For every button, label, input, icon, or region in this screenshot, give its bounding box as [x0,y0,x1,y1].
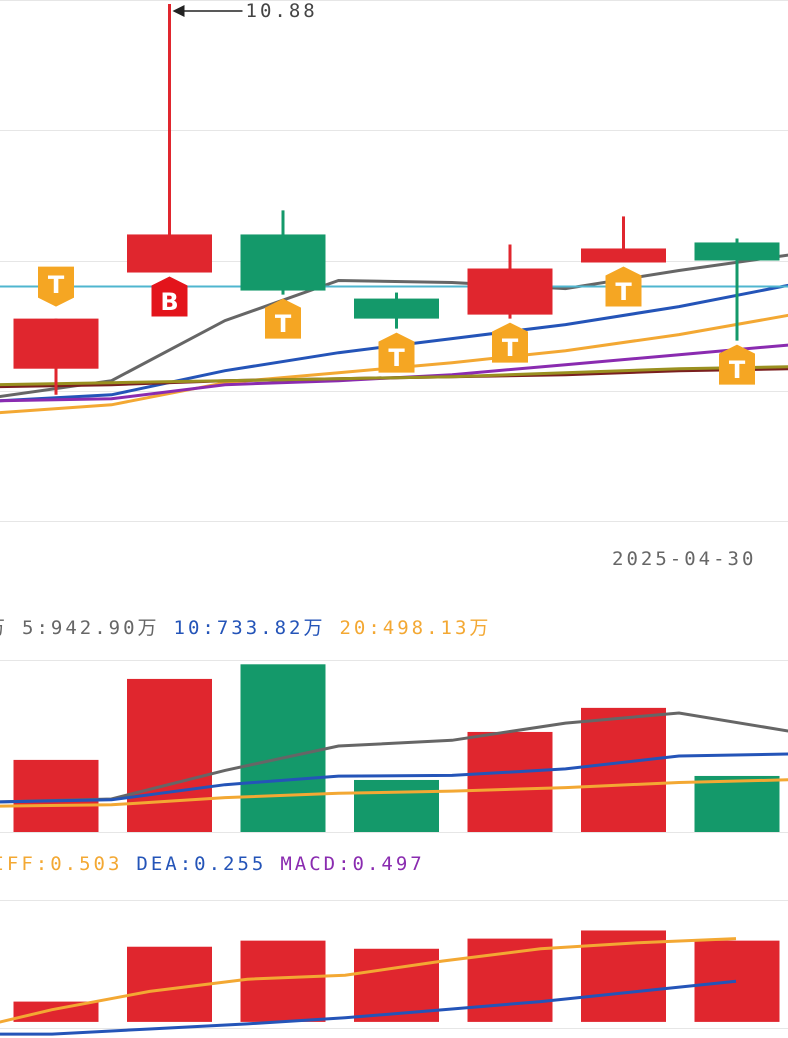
macd-lines [0,937,737,1036]
macd-panel [0,900,788,1036]
signal-marker-4: T [492,322,528,363]
volume-bar-1 [127,678,212,832]
candle-body-3 [354,298,439,319]
candle-body-2 [240,234,326,291]
signal-badge-6 [719,344,755,385]
date-label: 2025-04-30 [612,548,757,570]
volume-ma-line-0 [0,711,788,804]
max-price-marker: 10.88 [172,0,318,22]
signal-marker-0: T [38,266,74,307]
signal-letter-6: T [729,356,746,384]
candle-body-1 [127,234,212,273]
candle-body-5 [581,248,666,263]
signal-letter-2: T [275,310,292,338]
signal-badge-5 [605,266,642,307]
macd-bars [13,930,780,1022]
volume-ma-line-1 [0,752,788,804]
volume-panel [0,660,788,833]
volume-bar-4 [467,731,553,832]
macd-legend: DIFF:0.503 DEA:0.255 MACD:0.497 [0,853,439,875]
volume-bar-5 [581,707,666,832]
max-price-arrow-head [172,5,185,18]
volume-moving-averages [0,711,788,808]
macd-legend-macd: MACD:0.497 [280,853,425,875]
volume-legend-ma10: 10:733.82万 [173,617,326,639]
candle-body-6 [694,242,780,261]
max-price-label: 10.88 [246,0,318,22]
signal-letter-5: T [615,278,632,306]
price-ma-line-0 [0,253,788,399]
signal-letter-0: T [48,271,65,299]
volume-legend: 万 5:942.90万 10:733.82万 20:498.13万 [0,613,505,640]
signal-letter-1: B [160,288,178,316]
signal-letter-4: T [502,334,519,362]
macd-legend-diff: DIFF:0.503 [0,853,123,875]
signal-badge-0 [38,266,74,307]
signal-marker-3: T [378,332,415,373]
price-panel: T B T T T T T 10.88 [0,0,788,522]
volume-ma-line-2 [0,778,788,808]
signal-badge-4 [492,322,528,363]
price-ma-line-5 [0,365,788,387]
volume-grid [0,660,788,833]
signal-badge-2 [265,298,301,339]
macd-line-1 [0,979,737,1036]
macd-legend-dea: DEA:0.255 [136,853,267,875]
price-moving-averages [0,253,788,415]
volume-legend-unit: 万 [0,617,8,639]
volume-bars [13,664,780,832]
macd-bar-4 [467,938,553,1022]
macd-bar-2 [240,940,326,1022]
volume-legend-ma20: 20:498.13万 [339,617,492,639]
signal-badge-1 [151,276,188,317]
signal-marker-5: T [605,266,642,307]
macd-bar-0 [13,1001,99,1022]
volume-bar-0 [13,759,99,832]
volume-bar-2 [240,664,326,832]
macd-bar-6 [694,940,780,1022]
trade-signals: T B T T T T T [38,266,755,385]
signal-marker-6: T [719,344,755,385]
signal-marker-1: B [151,276,188,317]
macd-line-0 [0,937,737,1024]
signal-letter-3: T [388,344,405,372]
candle-body-4 [467,268,553,315]
candle-body-0 [13,318,99,369]
volume-bar-6 [694,775,780,832]
price-grid [0,0,788,522]
volume-legend-ma5: 5:942.90万 [22,617,160,639]
signal-badge-3 [378,332,415,373]
volume-bar-3 [354,779,439,832]
signal-marker-2: T [265,298,301,339]
price-candles [13,4,780,395]
